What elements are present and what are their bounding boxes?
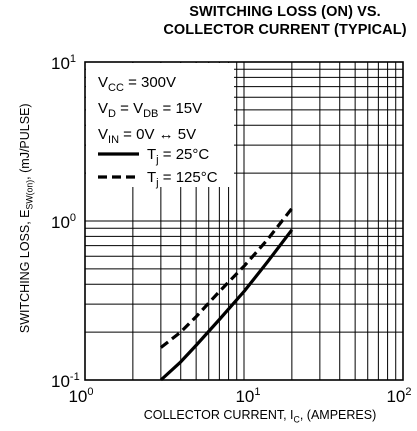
legend-label-125c: Tj = 125°C (147, 169, 218, 189)
x-tick-label: 100 (68, 386, 93, 406)
condition-vin: VIN = 0V ↔ 5V (98, 126, 196, 146)
condition-vcc: VCC = 300V (98, 74, 176, 94)
chart-title-line2: COLLECTOR CURRENT (TYPICAL) (163, 22, 407, 38)
x-tick-label: 102 (386, 386, 411, 406)
condition-vd: VD = VDB = 15V (98, 100, 202, 120)
y-tick-label: 10-1 (51, 371, 80, 391)
series-line-25c (159, 228, 294, 382)
y-axis-label: SWITCHING LOSS, ESW(on), (mJ/PULSE) (17, 103, 35, 334)
x-axis-label: COLLECTOR CURRENT, IC, (AMPERES) (143, 408, 377, 425)
chart-title-line1: SWITCHING LOSS (ON) VS. (189, 4, 381, 20)
legend-box (86, 63, 234, 187)
y-tick-label: 100 (51, 212, 76, 232)
legend-label-25c: Tj = 25°C (147, 146, 209, 166)
x-tick-label: 101 (235, 386, 260, 406)
y-tick-label: 101 (51, 53, 76, 73)
plot-frame (84, 61, 404, 381)
